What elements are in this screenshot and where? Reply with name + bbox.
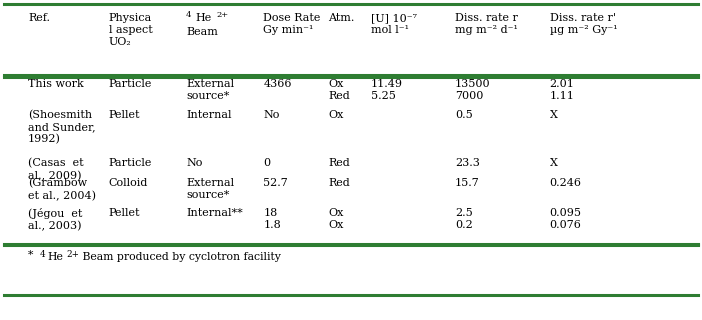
Text: [U] 10⁻⁷
mol l⁻¹: [U] 10⁻⁷ mol l⁻¹ <box>371 13 417 35</box>
Text: No: No <box>263 110 279 120</box>
Text: No: No <box>186 158 202 168</box>
Text: Ref.: Ref. <box>28 13 50 23</box>
Text: *: * <box>28 250 37 260</box>
Text: (Casas  et
al., 2009): (Casas et al., 2009) <box>28 158 84 181</box>
Text: (Shoesmith
and Sunder,
1992): (Shoesmith and Sunder, 1992) <box>28 110 95 145</box>
Text: Internal**: Internal** <box>186 208 243 218</box>
Text: 4: 4 <box>39 250 45 259</box>
Text: External
source*: External source* <box>186 79 234 101</box>
Text: 0.095
0.076: 0.095 0.076 <box>550 208 582 230</box>
Text: Beam: Beam <box>186 27 218 37</box>
Text: Dose Rate
Gy min⁻¹: Dose Rate Gy min⁻¹ <box>263 13 321 35</box>
Text: Ox
Ox: Ox Ox <box>329 208 344 230</box>
Text: Beam produced by cyclotron facility: Beam produced by cyclotron facility <box>79 252 282 262</box>
Text: Ox: Ox <box>329 110 344 120</box>
Text: Red: Red <box>329 158 350 168</box>
Text: He: He <box>48 252 64 262</box>
Text: 23.3: 23.3 <box>455 158 479 168</box>
Text: Physica
l aspect
UO₂: Physica l aspect UO₂ <box>109 13 152 47</box>
Text: (Jégou  et
al., 2003): (Jégou et al., 2003) <box>28 208 82 231</box>
Text: 0.5: 0.5 <box>455 110 472 120</box>
Text: Particle: Particle <box>109 158 152 168</box>
Text: Ox
Red: Ox Red <box>329 79 350 101</box>
Text: (Grambow
et al., 2004): (Grambow et al., 2004) <box>28 178 96 201</box>
Text: 2+: 2+ <box>217 11 229 19</box>
Text: X: X <box>550 110 557 120</box>
Text: Particle: Particle <box>109 79 152 89</box>
Text: 4366: 4366 <box>263 79 292 89</box>
Text: 52.7: 52.7 <box>263 178 288 188</box>
Text: 2.5
0.2: 2.5 0.2 <box>455 208 472 230</box>
Text: Colloid: Colloid <box>109 178 148 188</box>
Text: 4: 4 <box>186 11 192 19</box>
Text: 13500
7000: 13500 7000 <box>455 79 491 101</box>
Text: External
source*: External source* <box>186 178 234 200</box>
Text: Pellet: Pellet <box>109 208 140 218</box>
Text: X: X <box>550 158 557 168</box>
Text: This work: This work <box>28 79 84 89</box>
Text: Red: Red <box>329 178 350 188</box>
Text: 11.49
5.25: 11.49 5.25 <box>371 79 403 101</box>
Text: Diss. rate r
mg m⁻² d⁻¹: Diss. rate r mg m⁻² d⁻¹ <box>455 13 518 35</box>
Text: 15.7: 15.7 <box>455 178 479 188</box>
Text: Atm.: Atm. <box>329 13 355 23</box>
Text: 0.246: 0.246 <box>550 178 582 188</box>
Text: He: He <box>195 13 211 23</box>
Text: Diss. rate r'
µg m⁻² Gy⁻¹: Diss. rate r' µg m⁻² Gy⁻¹ <box>550 13 617 35</box>
Text: 2.01
1.11: 2.01 1.11 <box>550 79 574 101</box>
Text: 0: 0 <box>263 158 270 168</box>
Text: Pellet: Pellet <box>109 110 140 120</box>
Text: Internal: Internal <box>186 110 232 120</box>
Text: 18
1.8: 18 1.8 <box>263 208 281 230</box>
Text: 2+: 2+ <box>66 250 79 259</box>
